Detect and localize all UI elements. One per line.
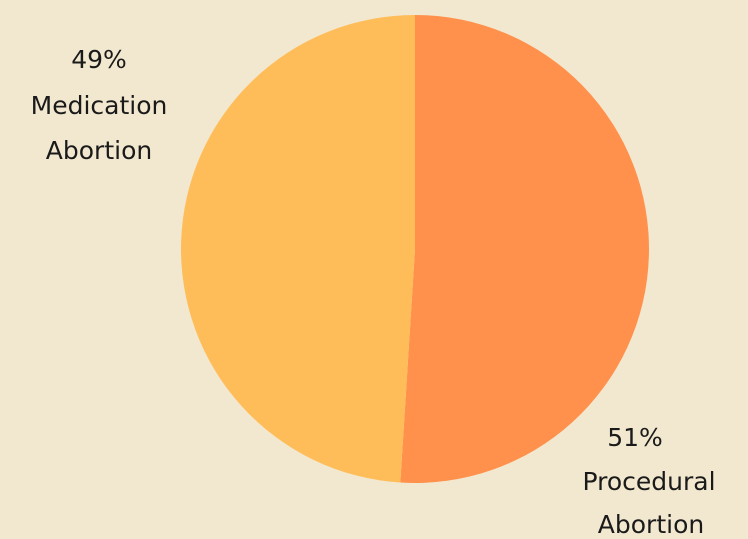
label-procedural-percent: 51%: [607, 423, 663, 452]
label-procedural-abortion: 51% Procedural Abortion: [582, 423, 715, 539]
label-medication-abortion: 49% Medication Abortion: [31, 45, 168, 165]
pie-slices: [180, 15, 649, 483]
label-medication-name-line2: Abortion: [46, 136, 152, 165]
pie-slice-procedural: [400, 15, 649, 483]
pie-slice-medication: [180, 15, 415, 483]
label-procedural-name-line1: Procedural: [582, 467, 715, 496]
label-medication-name-line1: Medication: [31, 91, 168, 120]
label-medication-percent: 49%: [71, 45, 127, 74]
label-procedural-name-line2: Abortion: [598, 510, 704, 539]
